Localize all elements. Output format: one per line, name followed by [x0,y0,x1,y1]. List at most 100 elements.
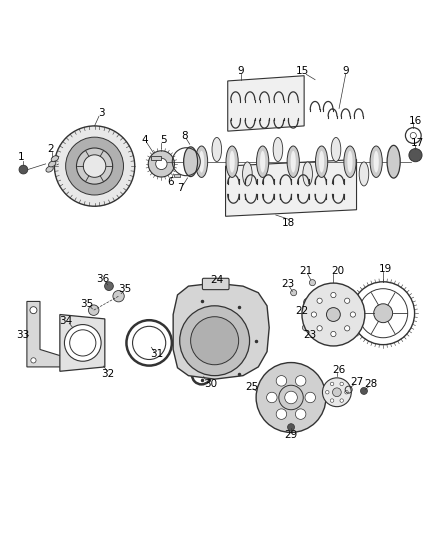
Text: 1: 1 [18,152,25,163]
Text: 35: 35 [81,298,94,309]
Ellipse shape [374,151,379,173]
Text: 19: 19 [379,264,392,273]
Ellipse shape [287,146,299,177]
Ellipse shape [273,138,283,161]
Text: 35: 35 [119,284,132,294]
Circle shape [340,382,343,386]
Text: 15: 15 [295,66,309,76]
Circle shape [97,360,103,367]
Circle shape [279,385,303,410]
Ellipse shape [195,146,208,177]
Ellipse shape [199,151,204,173]
Text: 25: 25 [245,382,258,392]
Circle shape [155,158,167,169]
Circle shape [340,399,343,402]
Bar [173,174,180,176]
Circle shape [83,155,106,177]
Text: 36: 36 [96,274,109,284]
Circle shape [330,382,334,386]
Ellipse shape [230,151,235,173]
Circle shape [331,332,336,337]
Circle shape [64,325,101,361]
Text: 33: 33 [16,330,29,340]
Circle shape [88,305,99,316]
Text: 24: 24 [210,274,223,285]
Text: 5: 5 [160,135,167,145]
Circle shape [31,358,36,363]
Ellipse shape [243,162,252,186]
Ellipse shape [49,161,56,167]
Circle shape [302,283,365,346]
Ellipse shape [46,166,53,172]
Circle shape [295,409,306,419]
Circle shape [325,391,329,394]
Circle shape [276,409,287,419]
Circle shape [276,376,287,386]
Text: 9: 9 [343,66,349,76]
Polygon shape [226,159,357,216]
Text: 21: 21 [300,266,313,276]
Text: 18: 18 [282,218,296,228]
Text: 28: 28 [364,379,378,390]
Circle shape [290,289,297,296]
Circle shape [288,424,294,431]
Ellipse shape [331,138,341,161]
Ellipse shape [51,156,59,161]
Circle shape [331,293,336,297]
Text: 7: 7 [177,183,184,193]
Circle shape [350,312,356,317]
Text: 22: 22 [295,306,309,316]
Circle shape [409,149,422,161]
Bar [151,156,161,160]
Text: 17: 17 [411,139,424,148]
Text: 32: 32 [101,369,114,379]
Ellipse shape [359,162,369,186]
Circle shape [113,290,124,302]
Circle shape [309,280,315,286]
Ellipse shape [184,147,198,176]
FancyBboxPatch shape [202,278,229,289]
Text: 23: 23 [281,279,295,289]
Circle shape [267,392,277,403]
Text: 34: 34 [59,316,72,326]
Circle shape [345,298,350,303]
Circle shape [180,306,250,376]
Text: 31: 31 [150,349,164,359]
Circle shape [326,308,340,321]
Ellipse shape [212,138,222,161]
Polygon shape [173,283,269,379]
Text: 8: 8 [181,131,187,141]
Circle shape [410,133,417,139]
Circle shape [148,151,174,177]
Text: 4: 4 [141,135,148,145]
Circle shape [360,387,367,394]
Ellipse shape [290,151,296,173]
Circle shape [317,326,322,331]
Ellipse shape [303,162,312,186]
Text: 2: 2 [48,144,54,155]
Circle shape [295,376,306,386]
Circle shape [54,126,135,206]
Ellipse shape [260,151,265,173]
Circle shape [322,378,351,407]
Text: 29: 29 [284,431,298,440]
Circle shape [19,165,28,174]
Circle shape [30,306,37,313]
Circle shape [66,137,124,195]
Circle shape [311,312,317,317]
Ellipse shape [315,146,328,177]
Circle shape [374,304,392,322]
Text: 30: 30 [204,378,217,389]
Circle shape [256,362,326,432]
Circle shape [317,298,322,303]
Circle shape [305,392,315,403]
Circle shape [105,282,113,290]
Ellipse shape [347,151,353,173]
Circle shape [77,148,113,184]
Text: 23: 23 [303,330,316,340]
Ellipse shape [319,151,324,173]
Text: 9: 9 [237,66,244,76]
Ellipse shape [370,146,382,177]
Polygon shape [60,314,105,372]
Ellipse shape [257,146,269,177]
